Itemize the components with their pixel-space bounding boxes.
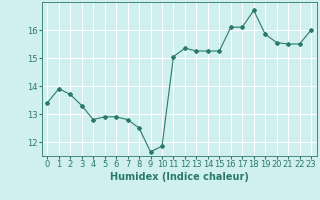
- X-axis label: Humidex (Indice chaleur): Humidex (Indice chaleur): [110, 172, 249, 182]
